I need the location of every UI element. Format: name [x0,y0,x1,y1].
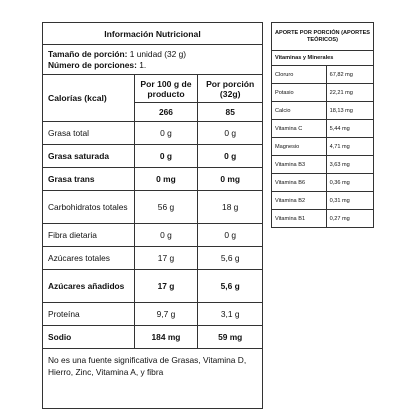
table-row: Grasa trans 0 mg 0 mg [42,167,263,191]
vitamins-header: APORTE POR PORCIÓN (APORTES TEÓRICOS) [271,22,374,51]
mineral-name: Cloruro [271,65,327,84]
value-100g: 0 g [133,121,199,145]
value-portion: 18 g [197,190,263,224]
table-row: Azúcares totales 17 g 5,6 g [42,246,263,270]
column-header-100g: Por 100 g de producto [133,74,199,103]
table-row: Carbohidratos totales 56 g 18 g [42,190,263,224]
vitamins-header-row: APORTE POR PORCIÓN (APORTES TEÓRICOS) [271,22,374,51]
nutrition-facts-table: Información Nutricional Tamaño de porció… [42,22,263,409]
mineral-value: 18,13 mg [325,101,375,120]
mineral-value: 0,36 mg [325,173,375,192]
nutrient-label: Azúcares totales [42,246,135,270]
servings-label: Número de porciones: [48,59,137,70]
value-100g: 17 g [133,246,199,270]
nutrient-label: Grasa total [42,121,135,145]
calories-100g: 266 [133,102,199,122]
table-title: Información Nutricional [42,22,263,45]
nutrient-label: Fibra dietaria [42,223,135,247]
portion-value: 1 unidad (32 g) [129,48,187,59]
vitamins-subheader-row: Vitaminas y Minerales [271,50,374,66]
value-portion: 0 g [197,144,263,168]
mineral-value: 67,82 mg [325,65,375,84]
portion-label: Tamaño de porción: [48,48,128,59]
mineral-value: 5,44 mg [325,119,375,138]
table-row: Sodio 184 mg 59 mg [42,325,263,349]
portion-row: Tamaño de porción: 1 unidad (32 g) Númer… [42,44,263,75]
mineral-name: Vitamina C [271,119,327,138]
column-header-portion: Por porción (32g) [197,74,263,103]
mineral-value: 22,21 mg [325,83,375,102]
mineral-name: Vitamina B1 [271,209,327,228]
calories-portion: 85 [197,102,263,122]
value-portion: 0 mg [197,167,263,191]
calories-label: Calorías (kcal) [42,74,135,122]
list-item: Calcio 18,13 mg [271,101,375,120]
nutrient-label: Grasa trans [42,167,135,191]
value-100g: 17 g [133,269,199,303]
list-item: Vitamina B1 0,27 mg [271,209,375,228]
header-row: Calorías (kcal) Por 100 g de producto Po… [42,74,263,122]
vitamins-minerals-table: APORTE POR PORCIÓN (APORTES TEÓRICOS) Vi… [271,22,375,228]
nutrient-label: Carbohidratos totales [42,190,135,224]
table-row: Grasa saturada 0 g 0 g [42,144,263,168]
value-portion: 3,1 g [197,302,263,326]
value-portion: 0 g [197,223,263,247]
value-100g: 0 g [133,223,199,247]
nutrient-label: Azúcares añadidos [42,269,135,303]
table-row: Proteína 9,7 g 3,1 g [42,302,263,326]
mineral-value: 0,31 mg [325,191,375,210]
list-item: Vitamina B3 3,63 mg [271,155,375,174]
table-row: Azúcares añadidos 17 g 5,6 g [42,269,263,303]
calories-row: 266 85 [43,102,263,122]
value-100g: 184 mg [133,325,199,349]
table-row: Grasa total 0 g 0 g [42,121,263,145]
value-100g: 56 g [133,190,199,224]
mineral-value: 4,71 mg [325,137,375,156]
value-portion: 59 mg [197,325,263,349]
list-item: Vitamina B6 0,36 mg [271,173,375,192]
mineral-name: Vitamina B6 [271,173,327,192]
mineral-value: 0,27 mg [325,209,375,228]
mineral-name: Vitamina B2 [271,191,327,210]
footnote: No es una fuente significativa de Grasas… [42,348,263,409]
list-item: Vitamina B2 0,31 mg [271,191,375,210]
list-item: Vitamina C 5,44 mg [271,119,375,138]
list-item: Potasio 22,21 mg [271,83,375,102]
footnote-row: No es una fuente significativa de Grasas… [42,348,263,409]
list-item: Cloruro 67,82 mg [271,65,375,84]
servings-value: 1. [139,59,147,70]
nutrient-label: Proteína [42,302,135,326]
mineral-name: Vitamina B3 [271,155,327,174]
table-row: Fibra dietaria 0 g 0 g [42,223,263,247]
value-100g: 0 g [133,144,199,168]
value-portion: 5,6 g [197,246,263,270]
vitamins-subheader: Vitaminas y Minerales [271,50,374,66]
title-row: Información Nutricional [42,22,263,45]
value-100g: 0 mg [133,167,199,191]
portion-info: Tamaño de porción: 1 unidad (32 g) Númer… [42,44,263,75]
mineral-name: Magnesio [271,137,327,156]
mineral-name: Calcio [271,101,327,120]
mineral-value: 3,63 mg [325,155,375,174]
nutrient-label: Sodio [42,325,135,349]
value-portion: 5,6 g [197,269,263,303]
nutrient-label: Grasa saturada [42,144,135,168]
value-portion: 0 g [197,121,263,145]
mineral-name: Potasio [271,83,327,102]
list-item: Magnesio 4,71 mg [271,137,375,156]
value-100g: 9,7 g [133,302,199,326]
